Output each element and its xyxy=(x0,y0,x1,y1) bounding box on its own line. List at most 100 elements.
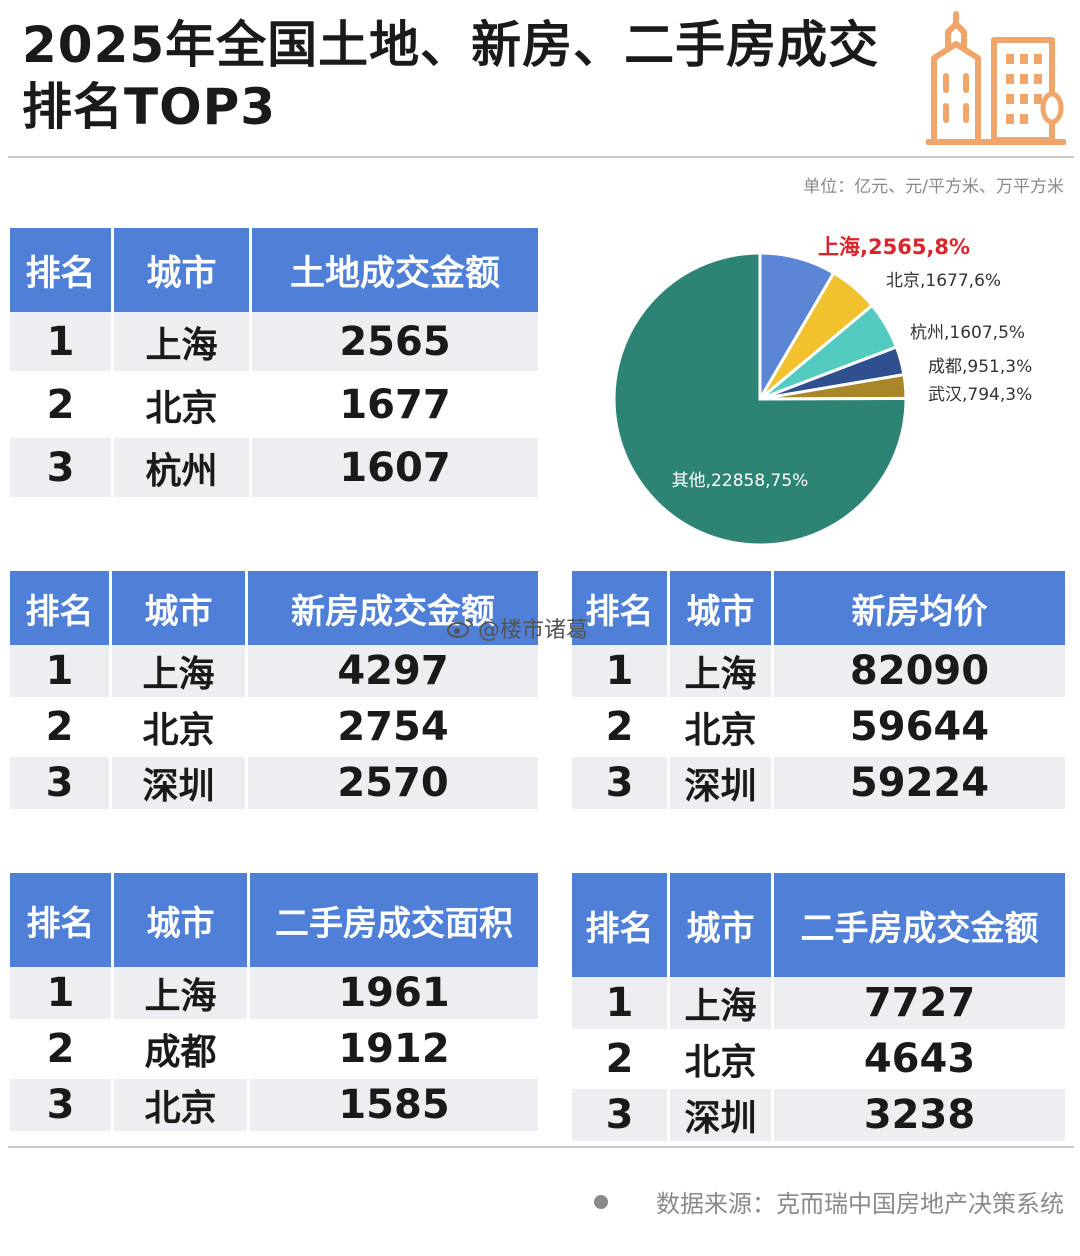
pie-slice-6 xyxy=(612,251,908,547)
city-cell: 成都 xyxy=(114,1023,250,1079)
table-row: 2 北京 59644 xyxy=(572,701,1065,757)
header-value: 土地成交金额 xyxy=(252,228,538,312)
header-rank: 排名 xyxy=(10,228,114,312)
rank-cell: 3 xyxy=(10,1079,114,1135)
table-row: 1 上海 4297 xyxy=(10,645,538,701)
pie-label-4: 成都,951,3% xyxy=(928,357,1032,377)
city-cell: 北京 xyxy=(114,375,252,438)
value-cell: 82090 xyxy=(774,645,1065,701)
table-row: 1 上海 2565 xyxy=(10,312,538,375)
weibo-watermark: @楼市诸葛 xyxy=(446,612,588,644)
value-cell: 2570 xyxy=(248,757,538,813)
value-cell: 1585 xyxy=(250,1079,538,1135)
value-cell: 1607 xyxy=(252,438,538,501)
value-cell: 4297 xyxy=(248,645,538,701)
rank-cell: 3 xyxy=(572,757,670,813)
table-row: 3 深圳 2570 xyxy=(10,757,538,813)
second-hand-amount-table: 排名 城市 二手房成交金额 1 上海 7727 2 北京 4643 3 深圳 3… xyxy=(572,873,1065,1145)
city-cell: 北京 xyxy=(670,701,774,757)
city-cell: 上海 xyxy=(670,645,774,701)
table-row: 1 上海 1961 xyxy=(10,967,538,1023)
value-cell: 3238 xyxy=(774,1089,1065,1145)
table-header-row: 排名 城市 新房均价 xyxy=(572,571,1065,645)
pie-label-5: 武汉,794,3% xyxy=(928,385,1032,405)
value-cell: 4643 xyxy=(774,1033,1065,1089)
building-icon xyxy=(926,11,1066,145)
city-cell: 北京 xyxy=(114,1079,250,1135)
pie-label-6: 其他,22858,75% xyxy=(672,471,809,491)
header-value: 新房成交金额 xyxy=(248,571,538,645)
city-cell: 深圳 xyxy=(670,1089,774,1145)
header-value: 新房均价 xyxy=(774,571,1065,645)
table-row: 3 杭州 1607 xyxy=(10,438,538,501)
table-header-row: 排名 城市 二手房成交面积 xyxy=(10,873,538,967)
land-table: 排名 城市 土地成交金额 1 上海 2565 2 北京 1677 3 杭州 16… xyxy=(10,228,538,501)
rank-cell: 2 xyxy=(10,1023,114,1079)
pie-label-3: 杭州,1607,5% xyxy=(910,323,1025,343)
rank-cell: 2 xyxy=(10,375,114,438)
rank-cell: 2 xyxy=(572,701,670,757)
header-city: 城市 xyxy=(670,873,774,977)
unit-note: 单位：亿元、元/平方米、万平方米 xyxy=(803,177,1064,197)
header-city: 城市 xyxy=(112,571,248,645)
city-cell: 上海 xyxy=(114,967,250,1023)
rank-cell: 1 xyxy=(10,645,112,701)
watermark-text: @楼市诸葛 xyxy=(478,618,589,643)
rank-cell: 3 xyxy=(10,757,112,813)
table-row: 1 上海 7727 xyxy=(572,977,1065,1033)
footer-divider xyxy=(8,1146,1074,1148)
header-value: 二手房成交面积 xyxy=(250,873,538,967)
value-cell: 2754 xyxy=(248,701,538,757)
table-row: 2 北京 1677 xyxy=(10,375,538,438)
table-header-row: 排名 城市 二手房成交金额 xyxy=(572,873,1065,977)
rank-cell: 3 xyxy=(572,1089,670,1145)
land-share-pie-chart: 上海,2565,8% 北京,1677,6% 杭州,1607,5% 成都,951,3% 武… xyxy=(612,235,1032,547)
value-cell: 1961 xyxy=(250,967,538,1023)
table-row: 2 北京 4643 xyxy=(572,1033,1065,1089)
header-city: 城市 xyxy=(670,571,774,645)
header-divider xyxy=(8,156,1074,158)
new-home-price-table: 排名 城市 新房均价 1 上海 82090 2 北京 59644 3 深圳 59… xyxy=(572,571,1065,813)
value-cell: 59644 xyxy=(774,701,1065,757)
pie-label-2: 北京,1677,6% xyxy=(886,271,1001,291)
table-header-row: 排名 城市 土地成交金额 xyxy=(10,228,538,312)
rank-cell: 1 xyxy=(572,645,670,701)
table-row: 1 上海 82090 xyxy=(572,645,1065,701)
value-cell: 2565 xyxy=(252,312,538,375)
city-cell: 上海 xyxy=(112,645,248,701)
table-row: 3 深圳 59224 xyxy=(572,757,1065,813)
header-value: 二手房成交金额 xyxy=(774,873,1065,977)
header-rank: 排名 xyxy=(572,571,670,645)
header-rank: 排名 xyxy=(10,571,112,645)
table-header-row: 排名 城市 新房成交金额 xyxy=(10,571,538,645)
source-text: 数据来源：克而瑞中国房地产决策系统 xyxy=(656,1190,1064,1218)
rank-cell: 1 xyxy=(10,312,114,375)
rank-cell: 1 xyxy=(572,977,670,1033)
dot-icon xyxy=(594,1194,608,1209)
second-hand-area-table: 排名 城市 二手房成交面积 1 上海 1961 2 成都 1912 3 北京 1… xyxy=(10,873,538,1135)
header-rank: 排名 xyxy=(10,873,114,967)
city-cell: 深圳 xyxy=(112,757,248,813)
value-cell: 1677 xyxy=(252,375,538,438)
header-rank: 排名 xyxy=(572,873,670,977)
rank-cell: 2 xyxy=(572,1033,670,1089)
header-city: 城市 xyxy=(114,228,252,312)
table-row: 3 北京 1585 xyxy=(10,1079,538,1135)
city-cell: 上海 xyxy=(114,312,252,375)
rank-cell: 3 xyxy=(10,438,114,501)
table-row: 2 北京 2754 xyxy=(10,701,538,757)
city-cell: 北京 xyxy=(112,701,248,757)
page-title: 2025年全国土地、新房、二手房成交排名TOP3 xyxy=(22,16,880,136)
city-cell: 杭州 xyxy=(114,438,252,501)
value-cell: 59224 xyxy=(774,757,1065,813)
rank-cell: 2 xyxy=(10,701,112,757)
city-cell: 深圳 xyxy=(670,757,774,813)
pie-label-1: 上海,2565,8% xyxy=(818,235,970,259)
city-cell: 北京 xyxy=(670,1033,774,1089)
city-cell: 上海 xyxy=(670,977,774,1033)
value-cell: 7727 xyxy=(774,977,1065,1033)
new-home-amount-table: 排名 城市 新房成交金额 1 上海 4297 2 北京 2754 3 深圳 25… xyxy=(10,571,538,813)
header-city: 城市 xyxy=(114,873,250,967)
weibo-icon xyxy=(447,619,473,638)
rank-cell: 1 xyxy=(10,967,114,1023)
